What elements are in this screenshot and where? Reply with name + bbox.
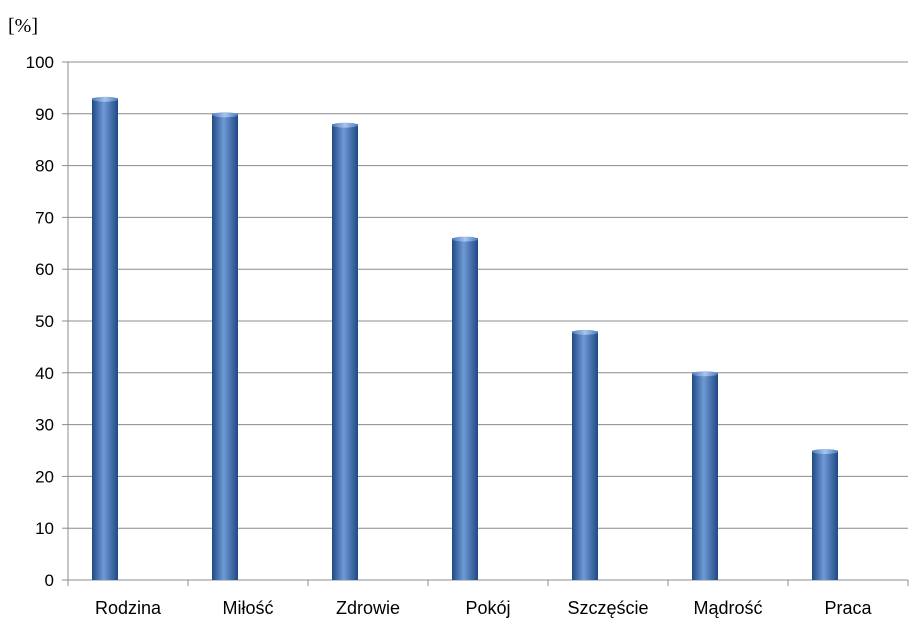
- x-tick-label: Rodzina: [95, 598, 162, 618]
- y-tick-label: 60: [35, 260, 54, 279]
- y-tick-label: 30: [35, 416, 54, 435]
- bar-7: [812, 449, 838, 580]
- y-axis-unit-label: [%]: [8, 15, 38, 37]
- bar-cap: [572, 329, 598, 335]
- y-tick-label: 100: [26, 53, 54, 72]
- bar-2: [212, 112, 238, 581]
- y-tick-label: 50: [35, 312, 54, 331]
- bar-body: [572, 331, 598, 580]
- y-tick-label: 10: [35, 519, 54, 538]
- bar-body: [92, 98, 118, 580]
- bar-cap: [92, 96, 118, 102]
- y-tick-label: 40: [35, 364, 54, 383]
- bars: [92, 96, 838, 581]
- gridlines: [68, 61, 908, 529]
- bar-body: [452, 238, 478, 580]
- bar-cap: [452, 236, 478, 242]
- bar-cap: [212, 112, 238, 118]
- bar-4: [452, 236, 478, 580]
- bar-cap: [812, 449, 838, 454]
- y-tick-label: 80: [35, 157, 54, 176]
- x-tick-label: Praca: [824, 598, 872, 618]
- x-tick-label: Zdrowie: [336, 598, 400, 618]
- bar-body: [332, 124, 358, 580]
- bar-body: [692, 372, 718, 580]
- bar-cap: [332, 122, 358, 128]
- x-tick-label: Mądrość: [693, 598, 762, 618]
- bar-6: [692, 371, 718, 580]
- axes: [62, 61, 909, 586]
- bar-cap: [692, 371, 718, 377]
- x-tick-label: Pokój: [465, 598, 510, 618]
- y-tick-label: 20: [35, 467, 54, 486]
- x-tick-labels: Rodzina Miłość Zdrowie Pokój Szczęście Mądroś…: [95, 598, 873, 618]
- x-tick-label: Miłość: [222, 598, 273, 618]
- y-tick-labels: 0 10 20 30 40 50 60 70 80 90 100: [26, 53, 54, 590]
- y-tick-label: 90: [35, 105, 54, 124]
- x-tick-label: Szczęście: [567, 598, 648, 618]
- bar-5: [572, 329, 598, 580]
- y-tick-label: 0: [45, 571, 54, 590]
- bar-body: [212, 113, 238, 581]
- bar-3: [332, 122, 358, 580]
- y-tick-label: 70: [35, 208, 54, 227]
- bar-body: [812, 450, 838, 580]
- bar-1: [92, 96, 118, 580]
